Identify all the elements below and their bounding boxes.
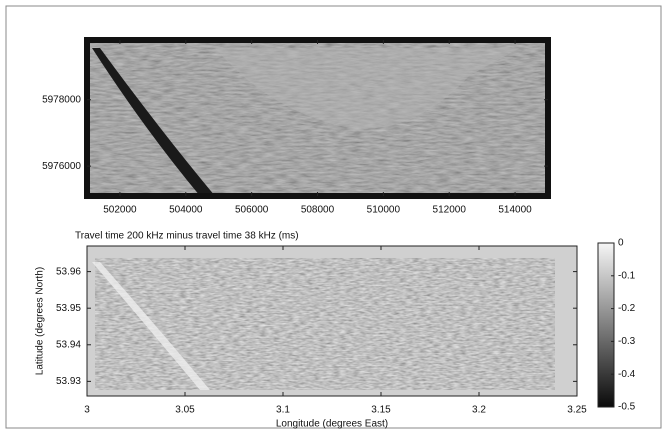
x-tick-label: 3.05 — [175, 405, 195, 416]
y-tick-label: 53.96 — [56, 266, 81, 277]
colorbar-tick-label: -0.3 — [618, 336, 636, 347]
x-axis-label: Longitude (degrees East) — [276, 419, 388, 430]
y-tick-label: 5978000 — [42, 94, 81, 105]
x-tick-label: 514000 — [498, 205, 532, 216]
x-tick-label: 508000 — [301, 205, 335, 216]
colorbar-tick-label: -0.1 — [618, 270, 636, 281]
heatmap-image — [87, 246, 577, 396]
x-tick-label: 512000 — [433, 205, 467, 216]
y-tick-label: 53.93 — [56, 376, 81, 387]
y-tick-label: 53.94 — [56, 339, 81, 350]
x-tick-label: 502000 — [103, 205, 137, 216]
x-tick-label: 3.25 — [567, 405, 587, 416]
colorbar-tick-label: -0.2 — [618, 303, 636, 314]
colorbar-tick-label: -0.5 — [618, 402, 636, 413]
x-tick-label: 3.15 — [371, 405, 391, 416]
heatmap-title: Travel time 200 kHz minus travel time 38… — [75, 231, 299, 242]
x-tick-label: 3.1 — [276, 405, 290, 416]
x-tick-label: 510000 — [367, 205, 401, 216]
y-tick-label: 5976000 — [42, 161, 81, 172]
x-tick-label: 3.2 — [472, 405, 486, 416]
colorbar-tick-label: 0 — [618, 238, 624, 249]
x-tick-label: 3 — [84, 405, 90, 416]
x-tick-label: 506000 — [235, 205, 269, 216]
sonar-image — [87, 40, 548, 196]
x-tick-label: 504000 — [169, 205, 203, 216]
colorbar-tick-label: -0.4 — [618, 369, 636, 380]
figure: Travel time 200 kHz minus travel time 38… — [0, 0, 667, 435]
y-tick-label: 53.95 — [56, 303, 81, 314]
y-axis-label: Latitude (degrees North) — [35, 267, 46, 375]
page: {"chart_data": [ {"type": "image", "xlim… — [0, 0, 667, 435]
colorbar — [598, 243, 614, 407]
